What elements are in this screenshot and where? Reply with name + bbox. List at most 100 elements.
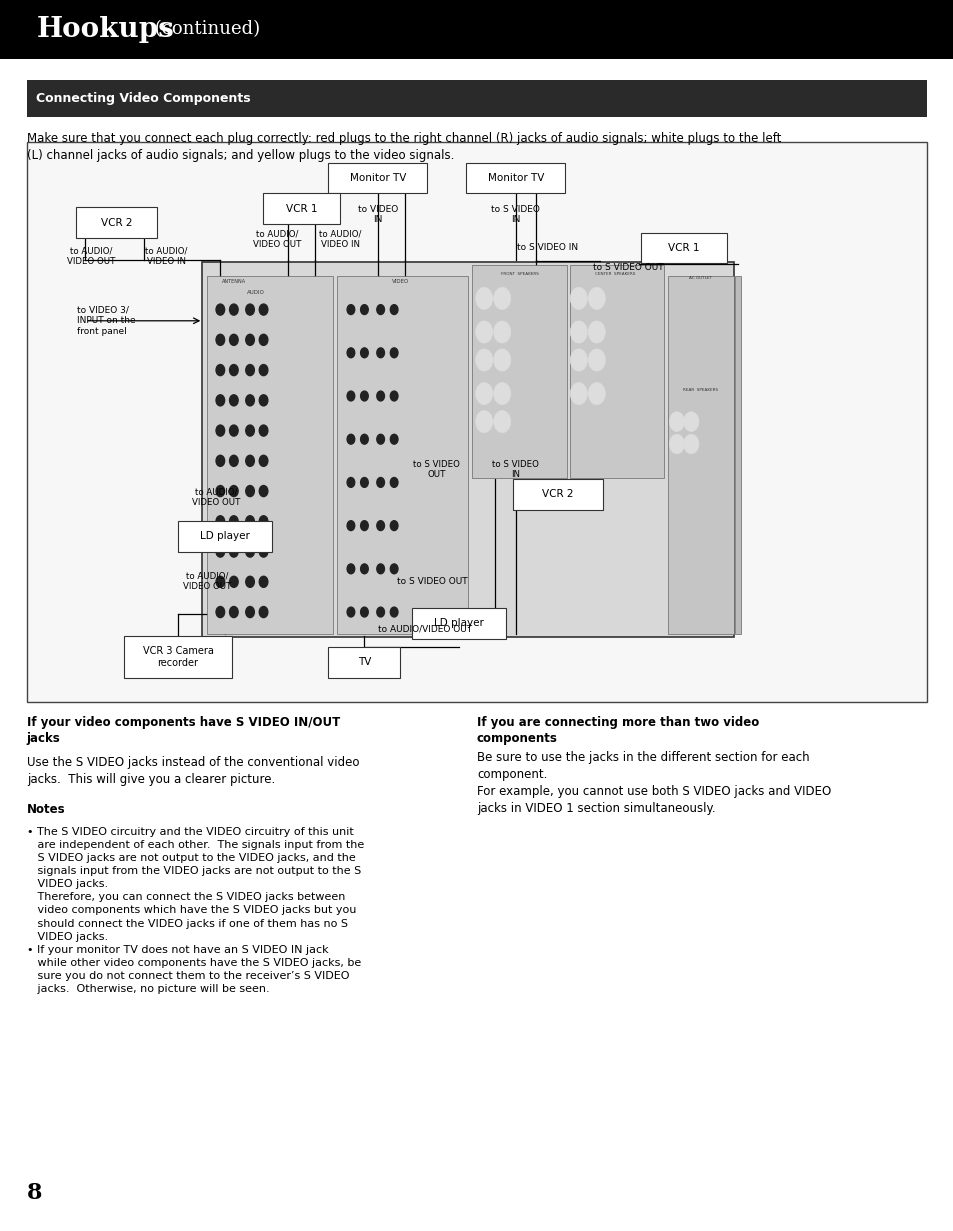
Circle shape bbox=[376, 348, 384, 358]
Circle shape bbox=[347, 348, 355, 358]
Circle shape bbox=[347, 521, 355, 531]
Circle shape bbox=[246, 516, 254, 527]
Circle shape bbox=[360, 564, 368, 574]
Bar bbox=[640, 233, 726, 263]
Circle shape bbox=[476, 321, 493, 343]
Circle shape bbox=[360, 478, 368, 487]
Circle shape bbox=[259, 395, 268, 406]
Bar bbox=[328, 648, 400, 678]
Circle shape bbox=[570, 321, 587, 343]
Text: to AUDIO/
VIDEO OUT: to AUDIO/ VIDEO OUT bbox=[192, 487, 240, 507]
Circle shape bbox=[390, 348, 397, 358]
Bar bbox=[569, 265, 663, 478]
Text: VCR 2: VCR 2 bbox=[541, 490, 573, 500]
Bar bbox=[667, 276, 733, 634]
Text: to S VIDEO OUT: to S VIDEO OUT bbox=[396, 577, 467, 586]
Text: Notes: Notes bbox=[27, 803, 65, 816]
Text: to S VIDEO IN: to S VIDEO IN bbox=[517, 244, 578, 252]
Text: Monitor TV: Monitor TV bbox=[350, 174, 406, 183]
Circle shape bbox=[360, 391, 368, 401]
Circle shape bbox=[230, 485, 238, 496]
Circle shape bbox=[493, 411, 510, 433]
Text: • The S VIDEO circuitry and the VIDEO circuitry of this unit
   are independent : • The S VIDEO circuitry and the VIDEO ci… bbox=[27, 827, 364, 993]
Circle shape bbox=[246, 576, 254, 587]
Bar bbox=[177, 521, 272, 551]
Circle shape bbox=[259, 547, 268, 558]
Circle shape bbox=[230, 576, 238, 587]
Circle shape bbox=[493, 383, 510, 405]
Circle shape bbox=[360, 435, 368, 444]
Text: to VIDEO
IN: to VIDEO IN bbox=[357, 204, 397, 224]
Text: FRONT  SPEAKERS: FRONT SPEAKERS bbox=[500, 272, 538, 276]
Circle shape bbox=[376, 435, 384, 444]
Circle shape bbox=[215, 516, 224, 527]
Circle shape bbox=[246, 607, 254, 618]
Text: LD player: LD player bbox=[200, 532, 250, 542]
Text: Monitor TV: Monitor TV bbox=[487, 174, 543, 183]
Circle shape bbox=[347, 391, 355, 401]
Text: LD player: LD player bbox=[434, 618, 483, 628]
Circle shape bbox=[588, 348, 605, 371]
Text: VCR 3 Camera
recorder: VCR 3 Camera recorder bbox=[142, 646, 213, 667]
Circle shape bbox=[246, 485, 254, 496]
Text: to S VIDEO
OUT: to S VIDEO OUT bbox=[413, 459, 459, 479]
Bar bbox=[412, 608, 506, 639]
Circle shape bbox=[215, 364, 224, 375]
Circle shape bbox=[259, 516, 268, 527]
Circle shape bbox=[376, 391, 384, 401]
Circle shape bbox=[259, 485, 268, 496]
Circle shape bbox=[215, 395, 224, 406]
Circle shape bbox=[246, 455, 254, 467]
Text: VCR 1: VCR 1 bbox=[668, 243, 700, 254]
Circle shape bbox=[246, 364, 254, 375]
Circle shape bbox=[246, 395, 254, 406]
Circle shape bbox=[230, 395, 238, 406]
Bar bbox=[207, 276, 333, 634]
Circle shape bbox=[259, 364, 268, 375]
Circle shape bbox=[390, 607, 397, 617]
Circle shape bbox=[347, 564, 355, 574]
Circle shape bbox=[376, 564, 384, 574]
Circle shape bbox=[376, 478, 384, 487]
Text: Be sure to use the jacks in the different section for each
component.
For exampl: Be sure to use the jacks in the differen… bbox=[476, 751, 830, 815]
Circle shape bbox=[390, 564, 397, 574]
Circle shape bbox=[476, 383, 493, 405]
Circle shape bbox=[390, 391, 397, 401]
Bar bbox=[513, 479, 602, 510]
Text: to AUDIO/
VIDEO OUT: to AUDIO/ VIDEO OUT bbox=[182, 571, 231, 591]
Circle shape bbox=[376, 607, 384, 617]
Circle shape bbox=[390, 435, 397, 444]
Text: ANTENNA: ANTENNA bbox=[221, 278, 246, 284]
Text: If you are connecting more than two video
components: If you are connecting more than two vide… bbox=[476, 716, 759, 746]
Circle shape bbox=[476, 348, 493, 371]
Bar bbox=[337, 276, 468, 634]
Circle shape bbox=[570, 348, 587, 371]
Text: VCR 1: VCR 1 bbox=[285, 204, 316, 214]
Text: to S VIDEO
IN: to S VIDEO IN bbox=[491, 204, 539, 224]
Text: VCR 2: VCR 2 bbox=[101, 218, 132, 228]
Bar bbox=[263, 193, 339, 224]
Text: to AUDIO/VIDEO OUT: to AUDIO/VIDEO OUT bbox=[377, 624, 472, 634]
Text: REAR  SPEAKERS: REAR SPEAKERS bbox=[682, 388, 718, 391]
Circle shape bbox=[588, 383, 605, 405]
Circle shape bbox=[390, 478, 397, 487]
Circle shape bbox=[570, 287, 587, 309]
Bar bbox=[76, 207, 157, 238]
Circle shape bbox=[230, 425, 238, 436]
Circle shape bbox=[360, 521, 368, 531]
Circle shape bbox=[230, 607, 238, 618]
Circle shape bbox=[246, 304, 254, 315]
Bar bbox=[466, 162, 565, 193]
Circle shape bbox=[588, 287, 605, 309]
Text: AC OUTLET: AC OUTLET bbox=[688, 276, 711, 279]
Circle shape bbox=[360, 305, 368, 315]
Circle shape bbox=[215, 455, 224, 467]
Circle shape bbox=[360, 607, 368, 617]
Circle shape bbox=[215, 607, 224, 618]
Circle shape bbox=[683, 412, 699, 432]
Text: to S VIDEO OUT: to S VIDEO OUT bbox=[593, 263, 663, 272]
Circle shape bbox=[493, 321, 510, 343]
Text: to AUDIO/
VIDEO IN: to AUDIO/ VIDEO IN bbox=[318, 230, 361, 250]
Circle shape bbox=[215, 547, 224, 558]
Bar bbox=[328, 162, 427, 193]
